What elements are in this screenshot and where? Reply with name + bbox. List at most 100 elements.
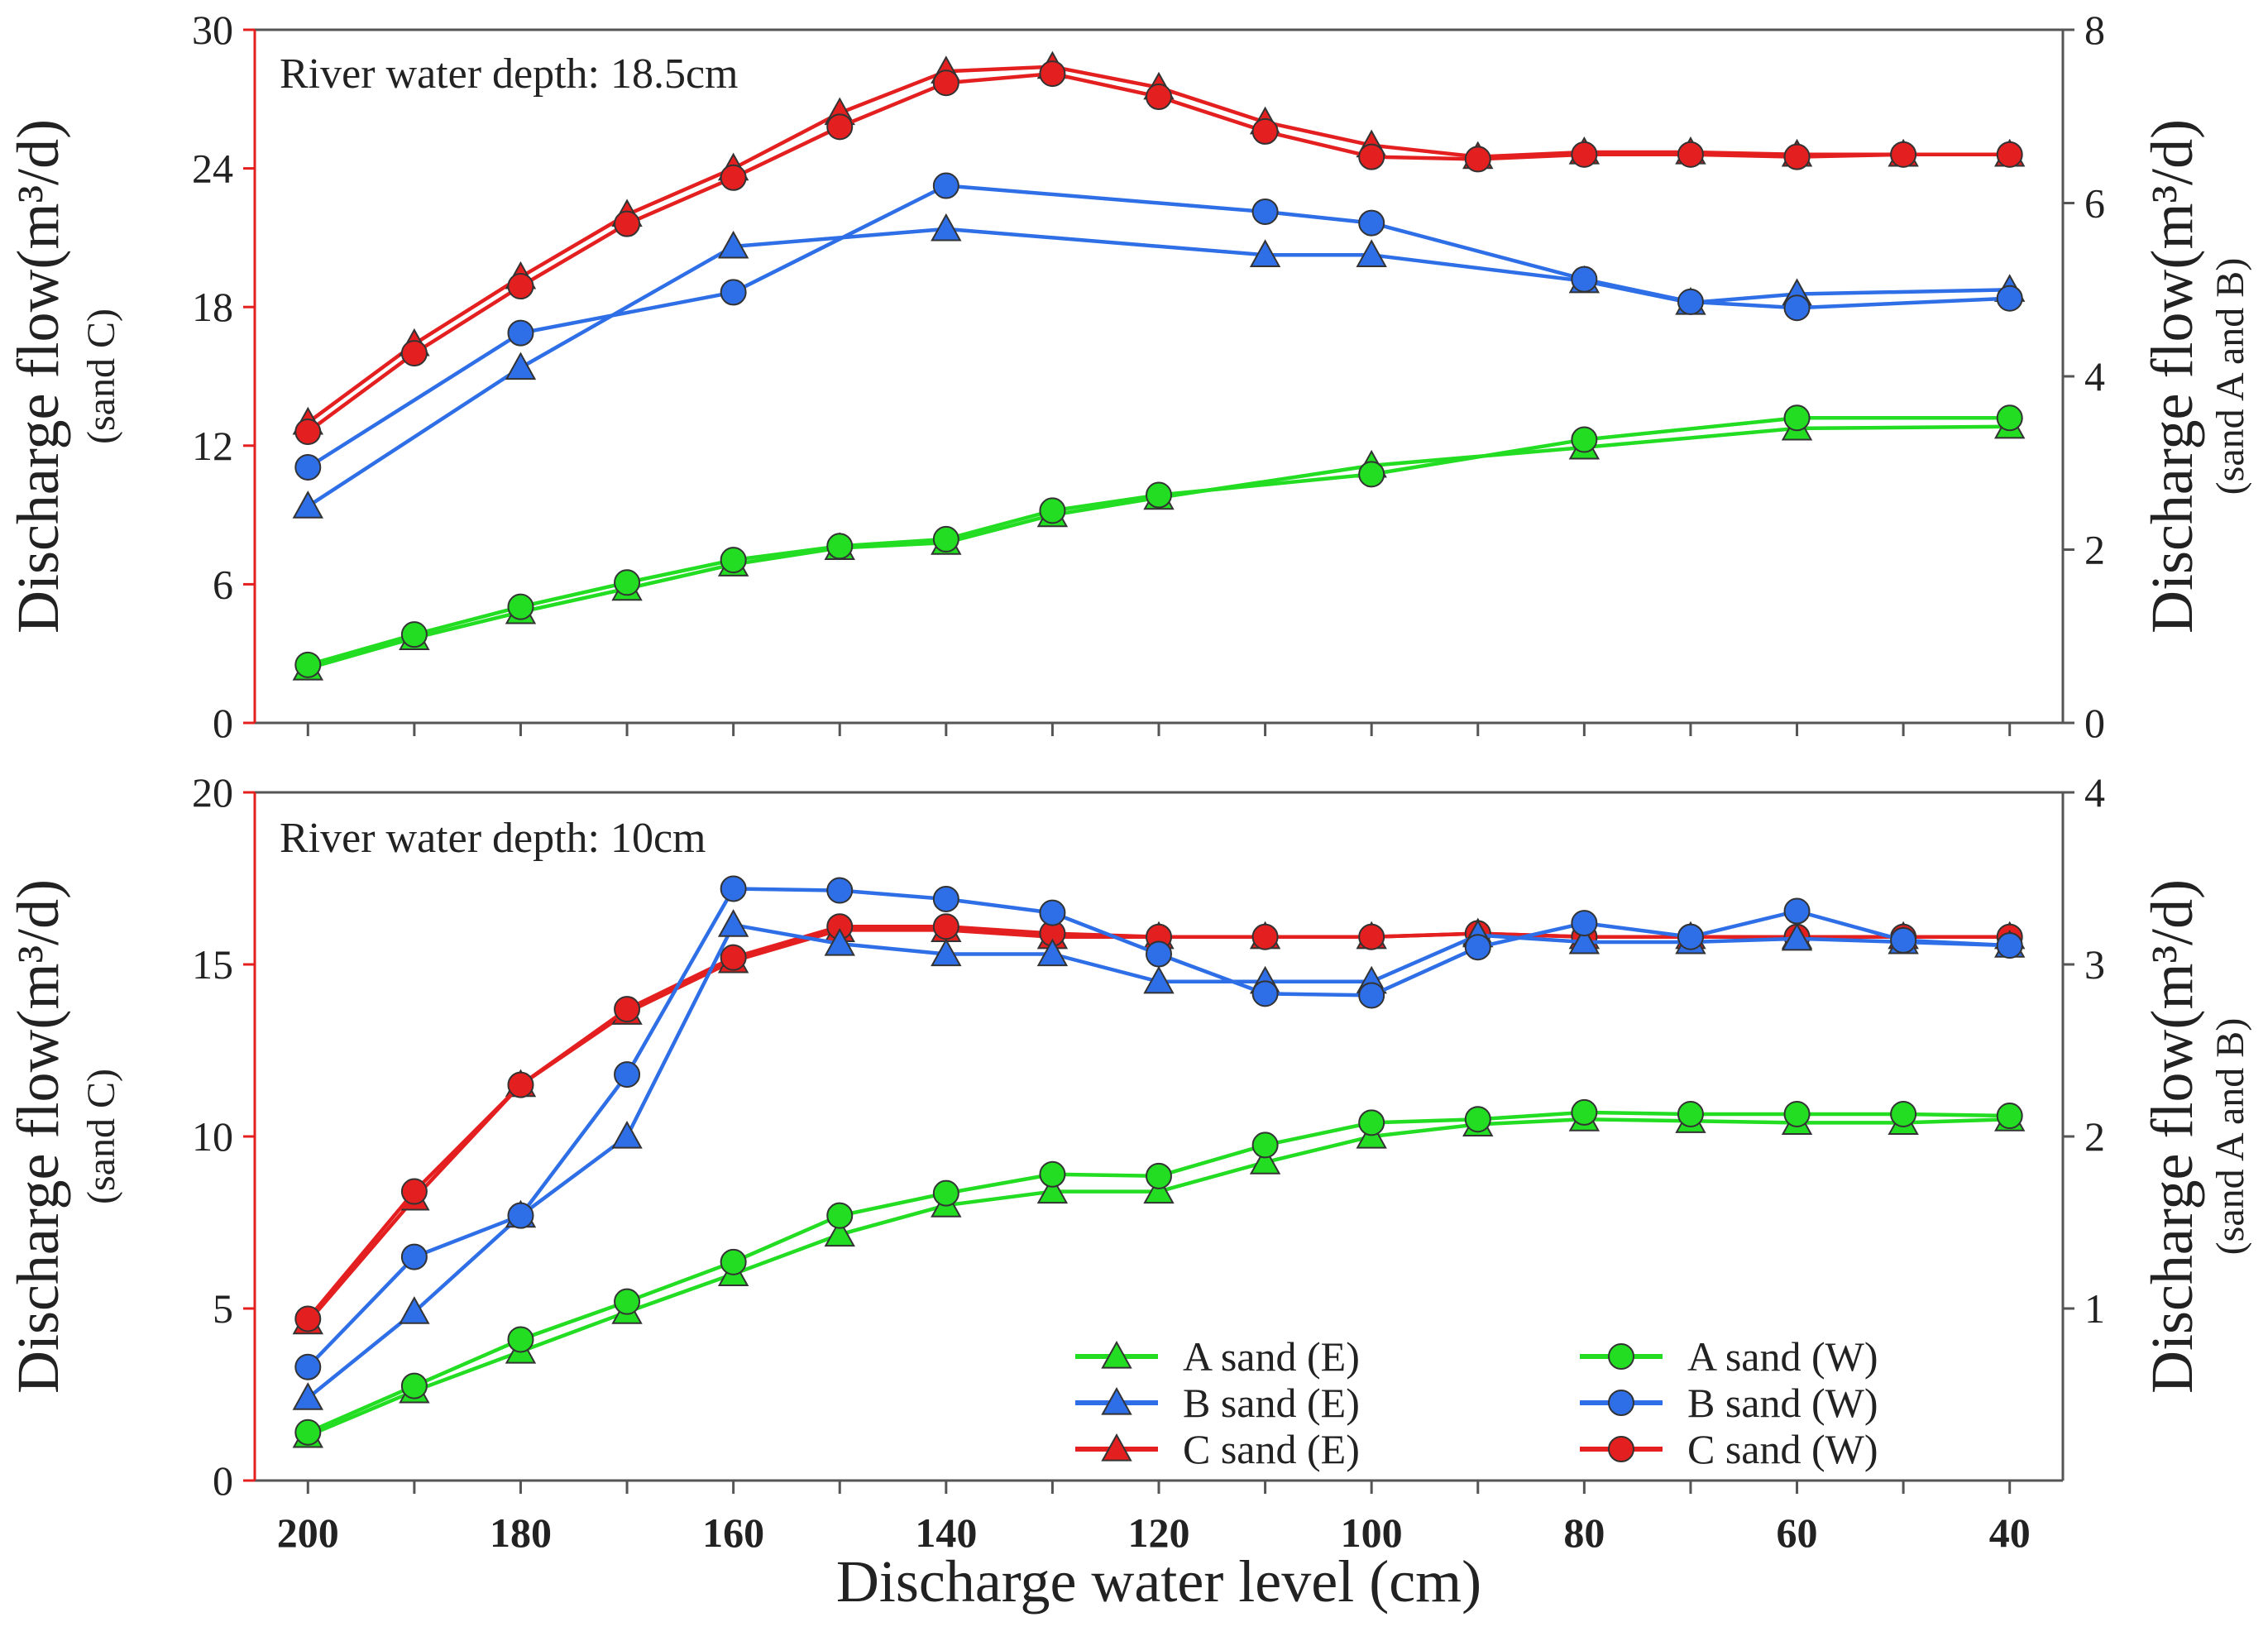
data-point <box>932 69 959 97</box>
data-point <box>1677 288 1704 315</box>
data-point <box>717 230 749 259</box>
series-line <box>307 416 2010 667</box>
data-point <box>292 1382 323 1410</box>
right-tick-label: 6 <box>2084 180 2105 227</box>
data-point <box>717 909 749 937</box>
x-tick-label: 40 <box>1989 1509 2031 1556</box>
data-point <box>1036 1175 1069 1204</box>
left-tick-label: 20 <box>192 769 233 816</box>
data-point <box>1996 404 2023 432</box>
data-point <box>720 547 747 574</box>
data-point <box>1143 1175 1175 1204</box>
legend-swatch-marker <box>1608 1390 1634 1416</box>
right-y-axis-sublabel: (sand A and B) <box>2208 1018 2252 1256</box>
data-point <box>1036 938 1069 967</box>
data-point <box>1996 285 2023 312</box>
data-point <box>720 279 747 306</box>
data-point <box>400 1243 428 1270</box>
data-point <box>1783 1100 1811 1127</box>
data-point <box>294 651 322 678</box>
right-tick-label: 4 <box>2084 353 2105 399</box>
legend-label: B sand (E) <box>1183 1380 1360 1426</box>
panel-title: River water depth: 18.5cm <box>280 50 739 98</box>
x-tick-label: 160 <box>702 1509 764 1556</box>
data-point <box>1571 910 1598 937</box>
legend-item: B sand (E) <box>1075 1380 1360 1426</box>
data-point <box>1783 404 1811 432</box>
x-tick-label: 80 <box>1563 1509 1605 1556</box>
data-point <box>507 1071 534 1098</box>
data-point <box>932 172 959 199</box>
legend-item: B sand (W) <box>1580 1380 1878 1426</box>
data-point <box>824 1218 855 1247</box>
series-b-w <box>294 875 2023 1380</box>
data-point <box>1781 922 1813 951</box>
data-point <box>400 340 428 367</box>
data-point <box>826 1202 854 1229</box>
data-point <box>1146 940 1172 968</box>
data-point <box>614 210 641 237</box>
legend: A sand (E)B sand (E)C sand (E) A sand (W)… <box>1075 1333 1878 1472</box>
data-point <box>294 453 322 481</box>
data-point <box>614 1288 641 1315</box>
data-point <box>932 885 959 912</box>
x-tick-label: 140 <box>915 1509 977 1556</box>
x-tick-label: 120 <box>1128 1509 1190 1556</box>
series-a-w <box>294 1098 2023 1446</box>
left-tick-label: 10 <box>192 1113 233 1160</box>
data-point <box>826 113 854 141</box>
left-y-axis-label: Discharge flow(m³/d) <box>5 879 71 1394</box>
data-point <box>614 1061 641 1088</box>
legend-swatch-marker <box>1101 1433 1132 1462</box>
data-point <box>294 1419 322 1446</box>
legend-label: C sand (W) <box>1687 1426 1878 1472</box>
left-tick-label: 6 <box>213 561 233 607</box>
data-point <box>1464 934 1491 961</box>
data-point <box>507 319 534 347</box>
right-y-axis-label: Discharge flow(m³/d) <box>2139 879 2205 1394</box>
data-point <box>614 569 641 596</box>
data-point <box>1249 1146 1281 1175</box>
data-point <box>1464 1106 1491 1133</box>
series-b-e <box>292 213 2026 519</box>
panel-title: River water depth: 10cm <box>280 815 706 862</box>
data-point <box>1358 1109 1385 1136</box>
data-point <box>1039 899 1066 926</box>
legend-item: A sand (E) <box>1075 1333 1360 1380</box>
data-point <box>1571 1098 1598 1126</box>
data-point <box>932 1179 959 1207</box>
x-tick-label: 200 <box>277 1509 339 1556</box>
data-point <box>1783 143 1811 170</box>
series-c-w <box>294 60 2023 446</box>
legend-swatch-marker <box>1101 1386 1132 1415</box>
data-point <box>1571 141 1598 168</box>
right-y-axis-label: Discharge flow(m³/d) <box>2139 119 2205 634</box>
data-point <box>1249 239 1281 267</box>
legend-item: A sand (W) <box>1580 1333 1878 1380</box>
data-point <box>1251 117 1279 145</box>
left-y-axis-sublabel: (sand C) <box>79 309 123 444</box>
series-line <box>307 227 2010 508</box>
data-point <box>292 490 323 519</box>
legend-label: C sand (E) <box>1183 1426 1360 1472</box>
right-y-axis-sublabel: (sand A and B) <box>2208 258 2252 495</box>
data-point <box>1146 1162 1172 1189</box>
data-point <box>1146 481 1172 509</box>
data-point <box>1677 923 1704 950</box>
x-axis-label: Discharge water level (cm) <box>836 1548 1481 1615</box>
data-point <box>720 1248 747 1275</box>
series-line <box>307 184 2010 469</box>
legend-swatch-marker <box>1101 1340 1132 1369</box>
data-point <box>294 1305 322 1332</box>
right-tick-label: 3 <box>2084 941 2105 988</box>
data-point <box>611 1120 643 1149</box>
left-tick-label: 30 <box>192 7 233 53</box>
data-point <box>1783 294 1811 322</box>
right-tick-label: 8 <box>2084 7 2105 53</box>
data-point <box>826 877 854 904</box>
data-point <box>507 593 534 620</box>
data-point <box>931 938 962 967</box>
